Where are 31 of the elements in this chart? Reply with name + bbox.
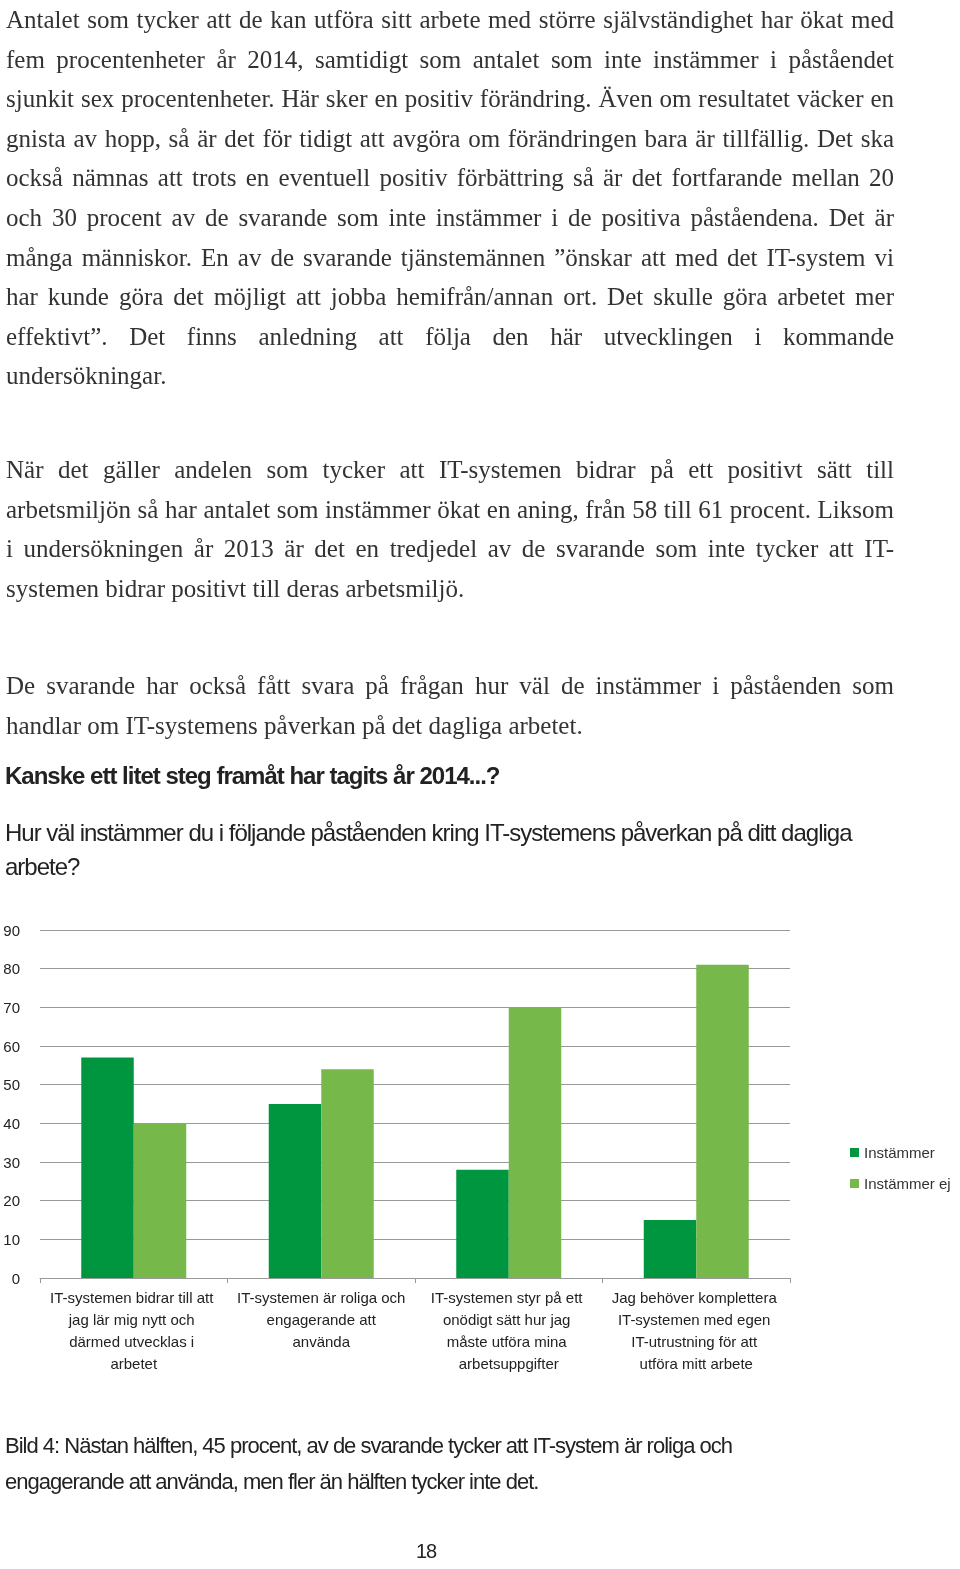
y-tick-label: 30	[3, 1153, 20, 1171]
y-tick-label: 70	[3, 998, 20, 1016]
y-tick-label: 20	[3, 1192, 20, 1210]
y-tick-label: 50	[3, 1076, 20, 1094]
bar	[321, 1069, 374, 1278]
chart-subtitle: Hur väl instämmer du i följande påståenden kring IT-systemens påverkan på ditt dagliga arbete?	[5, 818, 854, 882]
bar	[696, 964, 749, 1278]
legend-label: Instämmer ej	[864, 1175, 951, 1192]
bar	[81, 1057, 134, 1278]
chart-title: Kanske ett litet steg framåt har tagits år 2014...?	[5, 762, 500, 790]
legend-label: Instämmer	[864, 1144, 935, 1161]
text: Bild 4: Nästan hälften, 45 procent, av de svarande tycker att IT-system är roliga och engagerande att använda, men fler än hälften tycker inte det.	[5, 1432, 733, 1496]
bar	[456, 1169, 509, 1278]
bar	[643, 1220, 697, 1278]
y-tick-label: 60	[3, 1037, 20, 1055]
x-tick-label: IT-systemen är roliga och engagerande att använda	[237, 1288, 406, 1350]
x-tick-label: IT-systemen bidrar till att jag lär mig nytt och därmed utvecklas i arbetet	[49, 1288, 218, 1372]
text: Antalet som tycker att de kan utföra sitt arbete med större självständighet har ökat med fem procentenheter år 2014, samtidigt som antalet som inte instämmer i påståendet sjunkit sex procentenheter. Här sker en positiv förändring. Även om resultatet väcker en gnista av hopp, så är det för tidigt att avgöra om förändringen bara är tillfällig. Det ska också nämnas att trots en eventuell positiv förbättring så är det fortfarande mellan 20 och 30 procent av de svarande som inte instämmer i de positiva påståendena. Det är många människor. En av de svarande tjänstemännen ”önskar att med det IT-system vi har kunde göra det möjligt att jobba hemifrån/annan ort. Det skulle göra arbetet mer effektivt”. Det finns anledning att följa den här utvecklingen i kommande undersökningar.	[6, 6, 894, 390]
text: 18	[416, 1540, 437, 1563]
x-tick-label: Jag behöver komplettera IT-systemen med egen IT-utrustning för att utföra mitt arbete	[611, 1288, 781, 1372]
bar	[133, 1123, 187, 1278]
y-tick-label: 10	[3, 1230, 20, 1248]
y-tick-label: 0	[11, 1269, 20, 1287]
bar	[508, 1007, 562, 1278]
x-tick-label: IT-systemen styr på ett onödigt sätt hur jag måste utföra mina arbetsuppgifter	[430, 1288, 587, 1372]
y-tick-label: 80	[3, 960, 20, 978]
y-tick-label: 90	[3, 921, 20, 939]
y-tick-label: 40	[3, 1114, 20, 1132]
text: När det gäller andelen som tycker att IT-systemen bidrar på ett positivt sätt till arbetsmiljön så har antalet som instämmer ökat en aning, från 58 till 61 procent. Liksom i undersökningen år 2013 är det en tredjedel av de svarande som inte tycker att IT-systemen bidrar positivt till deras arbetsmiljö.	[6, 455, 894, 604]
text: De svarande har också fått svara på frågan hur väl de instämmer i påståenden som handlar om IT-systemens påverkan på det dagliga arbetet.	[6, 671, 894, 741]
bar	[268, 1104, 322, 1278]
